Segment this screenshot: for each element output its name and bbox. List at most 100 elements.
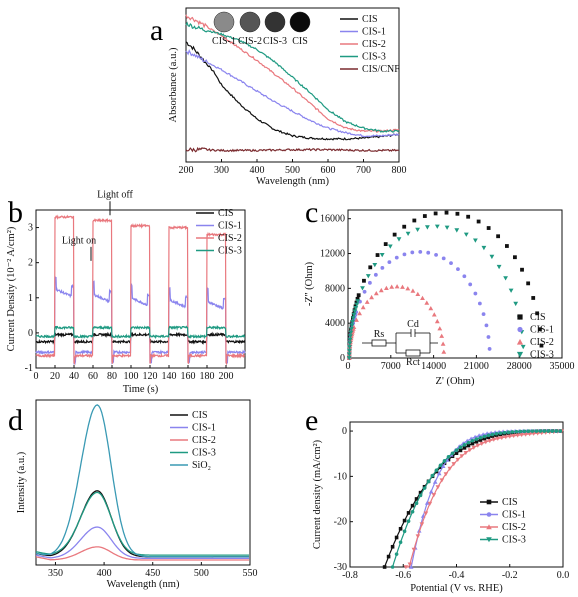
panel-letter-b: b: [8, 196, 23, 229]
panel-e-point-cis: [478, 438, 483, 442]
panel-e-legend-label: CIS-1: [502, 510, 526, 521]
panel-c-point-cis-3: [508, 288, 514, 293]
panel-e: -0.8 -0.6 -0.4 -0.2 0.0 0 -10 -20 -30 Potential (…: [312, 421, 569, 594]
panel-e-point-cis-2: [403, 565, 409, 570]
panel-e-point-cis: [482, 436, 487, 441]
panel-b-legend-label: CIS-2: [218, 233, 242, 244]
panel-e-point-cis-3: [546, 429, 551, 433]
panel-e-point-cis-2: [527, 432, 532, 437]
panel-e-point-cis-3: [394, 552, 399, 556]
panel-e-point-cis: [398, 526, 403, 531]
panel-e-point-cis-3: [418, 493, 423, 498]
panel-a-sample-photo: [264, 11, 286, 33]
panel-b-plot-frame: [35, 209, 246, 369]
panel-d-series-2: [35, 546, 249, 561]
panel-a-sample-photo: [213, 11, 235, 33]
panel-c-point-cis: [539, 343, 544, 348]
panel-c-point-cis: [538, 327, 542, 332]
panel-e-point-cis-3: [502, 430, 507, 435]
panel-b-light-on-label: Light on: [62, 235, 96, 246]
panel-c-point-cis-1: [362, 289, 367, 294]
panel-b-series-cis-3: [35, 324, 246, 340]
panel-c-point-cis-3: [350, 316, 356, 321]
panel-b-x-tick-label: 140: [162, 371, 177, 382]
panel-c-point-cis-1: [449, 261, 453, 266]
panel-e-point-cis-3: [450, 451, 455, 456]
panel-e-point-cis-2: [411, 547, 417, 552]
panel-b-x-tick-label: 160: [181, 371, 196, 382]
panel-e-point-cis-3: [478, 435, 483, 440]
panel-c-point-cis: [520, 267, 524, 272]
panel-letter-d: d: [8, 404, 23, 437]
panel-a-series-cis: [185, 41, 400, 141]
panel-a-x-tick-label: 400: [250, 165, 265, 176]
panel-c-point-cis-3: [347, 341, 353, 346]
panel-e-point-cis: [406, 511, 411, 515]
panel-c-point-cis-1: [481, 312, 486, 317]
panel-c-point-cis-3: [347, 337, 353, 343]
panel-c-legend-label: CIS-1: [530, 325, 554, 336]
panel-a-sample-label: CIS-3: [263, 36, 287, 47]
panel-c-point-cis-1: [468, 282, 473, 287]
panel-c-point-cis-3: [463, 232, 469, 237]
panel-c-x-tick-label: 14000: [421, 361, 446, 372]
panel-c-point-cis-2: [431, 312, 437, 317]
panel-c-point-cis: [513, 255, 517, 260]
panel-d-legend-label: SiO₂: [192, 460, 211, 471]
panel-c-point-cis-1: [477, 301, 482, 306]
panel-e-point-cis-2: [467, 448, 473, 453]
panel-e-point-cis-2: [499, 436, 505, 441]
panel-e-legend-label: CIS: [502, 497, 518, 508]
panel-c-point-cis: [368, 265, 373, 270]
panel-e-point-cis-3: [438, 463, 443, 468]
panel-c-point-cis: [496, 234, 501, 239]
panel-e-point-cis-3: [410, 509, 415, 514]
panel-e-point-cis: [390, 544, 395, 549]
panel-c-point-cis-3: [387, 244, 393, 249]
panel-c-point-cis: [402, 224, 407, 229]
panel-d-y-axis-label: Intensity (a.u.): [16, 451, 27, 513]
panel-e-legend-marker: [486, 524, 492, 530]
panel-b-series-cis: [35, 331, 246, 346]
panel-e-point-cis-3: [398, 540, 403, 545]
panel-c-point-cis-2: [434, 318, 440, 324]
panel-c-point-cis-2: [394, 284, 400, 289]
panel-b-y-tick-label: 2: [28, 258, 33, 269]
panel-b-y-tick-label: -1: [25, 363, 33, 374]
panel-c-point-cis-3: [405, 231, 411, 236]
panel-c-point-cis-1: [373, 272, 378, 277]
panel-e-point-cis-3: [498, 431, 503, 435]
panel-c-point-cis-2: [369, 294, 374, 300]
panel-e-y-tick-label: -30: [334, 562, 347, 573]
panel-b-y-tick-label: 0: [28, 328, 33, 339]
panel-e-point-cis-2: [443, 472, 449, 477]
panel-e-point-cis-3: [462, 443, 467, 447]
panel-c-point-cis: [531, 296, 536, 300]
panel-c-point-cis-1: [434, 252, 438, 257]
panel-d-x-tick-label: 450: [145, 568, 160, 579]
panel-c-point-cis-1: [394, 255, 399, 260]
panel-c-point-cis-3: [360, 286, 365, 291]
panel-e-point-cis: [454, 451, 459, 455]
panel-e-point-cis-3: [426, 479, 431, 484]
panel-b-legend-label: CIS-3: [218, 246, 242, 257]
panel-c-point-cis-1: [441, 256, 446, 261]
panel-d-legend-label: CIS-2: [192, 435, 216, 446]
panel-e-point-cis-3: [494, 431, 499, 436]
panel-e-point-cis-2: [415, 534, 421, 539]
panel-e-point-cis: [402, 518, 407, 523]
panel-b-x-tick-label: 0: [34, 371, 39, 382]
panel-c-point-cis-3: [365, 274, 371, 279]
panel-e-point-cis-2: [503, 435, 509, 440]
panel-d: 350 400 450 500 550 Wavelength (nm) Intensity …: [16, 399, 258, 590]
panel-e-point-cis-3: [430, 473, 435, 478]
panel-a-series-cis-3: [185, 21, 400, 133]
panel-c-legend-marker: [517, 326, 523, 333]
panel-a-x-tick-label: 700: [356, 165, 371, 176]
panel-a-y-axis-label: Absorbance (a.u.): [168, 47, 179, 122]
panel-e-point-cis-2: [435, 485, 441, 490]
panel-c-x-tick-label: 35000: [550, 361, 575, 372]
panel-d-legend-label: CIS: [192, 410, 208, 421]
panel-e-point-cis-2: [471, 445, 477, 450]
panel-c-point-cis: [466, 214, 471, 219]
